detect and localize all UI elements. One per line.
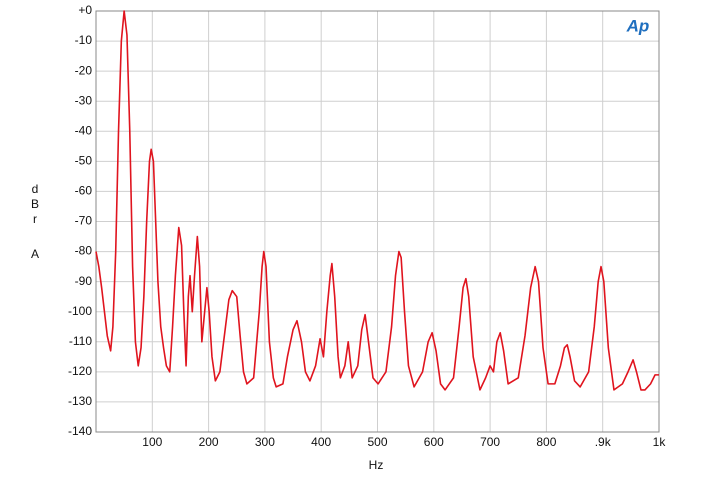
x-tick-label: 100 bbox=[142, 435, 162, 449]
y-tick-label: -60 bbox=[75, 184, 93, 198]
x-tick-label: .9k bbox=[595, 435, 612, 449]
plot-frame bbox=[95, 10, 660, 433]
x-tick-label: 400 bbox=[311, 435, 331, 449]
x-tick-label: 200 bbox=[199, 435, 219, 449]
x-tick-label: 700 bbox=[480, 435, 500, 449]
y-tick-label: -80 bbox=[75, 244, 93, 258]
y-tick-label: -120 bbox=[68, 364, 92, 378]
y-tick-label: -40 bbox=[75, 123, 93, 137]
y-tick-label: -90 bbox=[75, 274, 93, 288]
logo: Ap bbox=[626, 16, 650, 35]
x-axis-label: Hz bbox=[369, 458, 384, 472]
y-tick-label: +0 bbox=[78, 3, 92, 17]
spectrum-line bbox=[95, 10, 659, 391]
y-tick-label: -50 bbox=[75, 154, 93, 168]
y-tick-label: -30 bbox=[75, 93, 93, 107]
y-tick-label: -130 bbox=[68, 394, 92, 408]
y-tick-label: -20 bbox=[75, 63, 93, 77]
y-axis-label: A bbox=[31, 247, 39, 261]
y-tick-label: -70 bbox=[75, 214, 93, 228]
x-tick-label: 500 bbox=[367, 435, 387, 449]
y-tick-label: -100 bbox=[68, 304, 92, 318]
x-tick-label: 1k bbox=[653, 435, 667, 449]
y-tick-label: -10 bbox=[75, 33, 93, 47]
x-tick-label: 300 bbox=[255, 435, 275, 449]
x-tick-label: 600 bbox=[424, 435, 444, 449]
y-tick-label: -110 bbox=[69, 334, 92, 348]
x-tick-label: 800 bbox=[536, 435, 556, 449]
y-tick-label: -140 bbox=[68, 424, 92, 438]
